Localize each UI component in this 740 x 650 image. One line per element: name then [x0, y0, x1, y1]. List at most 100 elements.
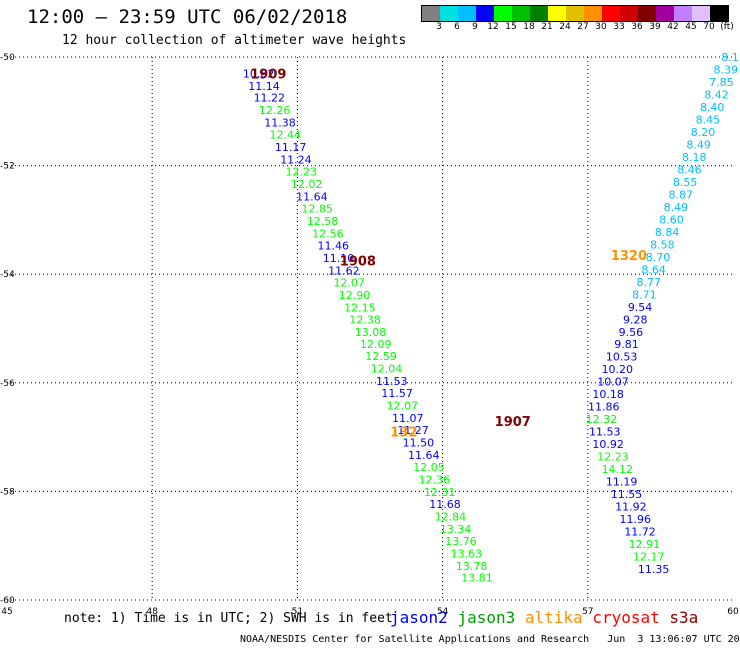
wave-height-point: 12.90 [339, 289, 371, 302]
wave-height-point: 7.85 [709, 76, 734, 89]
satellite-jason3: jason3 [457, 608, 525, 627]
wave-height-point: 10.20 [602, 363, 634, 376]
x-tick-label: 60 [727, 607, 739, 617]
scale-swatch [656, 6, 674, 21]
x-tick-label: 54 [437, 607, 449, 617]
wave-height-point: 12.85 [301, 202, 333, 215]
scale-label: 12 [487, 22, 499, 32]
pass-number-label: 1907 [495, 415, 531, 430]
wave-height-point: 11.07 [392, 412, 424, 425]
wave-height-point: 13.81 [461, 572, 493, 585]
scale-label: 21 [541, 22, 553, 32]
x-tick-label: 57 [582, 607, 593, 617]
wave-height-point: 8.42 [704, 88, 729, 101]
scale-label: (ft) [720, 22, 734, 32]
wave-height-point: 11.53 [589, 426, 621, 439]
scale-swatch [422, 6, 440, 21]
wave-height-point: 12.15 [344, 301, 376, 314]
scale-swatch [494, 6, 512, 21]
wave-height-point: 11.24 [280, 154, 312, 167]
wave-height-point: 12.59 [365, 350, 397, 363]
wave-height-point: 11.14 [248, 80, 280, 93]
wave-height-point: 8.45 [696, 113, 721, 126]
wave-height-point: 13.76 [445, 535, 477, 548]
wave-height-point: 12.09 [360, 338, 392, 351]
wave-height-point: 9.28 [623, 313, 648, 326]
wave-height-point: 12.91 [629, 538, 661, 551]
wave-height-point: 12.44 [270, 129, 302, 142]
wave-height-point: 11.72 [624, 526, 656, 539]
wave-height-point: 11.68 [429, 498, 461, 511]
wave-height-point: 13.08 [355, 326, 387, 339]
scale-label: 45 [685, 22, 697, 32]
scale-swatch [548, 6, 566, 21]
wave-height-point: 12.32 [586, 413, 618, 426]
footer-credit: NOAA/NESDIS Center for Satellite Applica… [240, 634, 740, 645]
wave-height-point: 10.82 [243, 67, 275, 80]
wave-height-point: 13.78 [456, 560, 488, 573]
wave-height-point: 14.12 [602, 463, 634, 476]
scale-label: 15 [505, 22, 517, 32]
wave-height-point: 11.27 [397, 424, 429, 437]
wave-height-point: 8.70 [646, 251, 671, 264]
x-tick-label: 48 [146, 607, 158, 617]
y-tick-label: -58 [0, 487, 15, 497]
wave-height-point: 13.34 [440, 523, 472, 536]
wave-height-point: 8.58 [650, 238, 675, 251]
wave-height-point: 11.53 [376, 375, 408, 388]
y-tick-label: -50 [0, 53, 15, 63]
wave-height-point: 12.07 [387, 400, 419, 413]
wave-height-point: 12.23 [597, 451, 629, 464]
wave-height-point: 12.07 [333, 276, 365, 289]
wave-height-point: 13.63 [451, 547, 483, 560]
wave-height-point: 10.53 [606, 351, 638, 364]
scale-swatch [638, 6, 656, 21]
scale-swatch [566, 6, 584, 21]
scale-label: 39 [649, 22, 661, 32]
satellite-cryosat: cryosat [592, 608, 670, 627]
scale-label: 9 [472, 22, 478, 32]
wave-height-point: 12.31 [424, 486, 456, 499]
scale-swatch [584, 6, 602, 21]
wave-height-point: 11.50 [403, 437, 435, 450]
color-scale-labels: 3 6 9 12 15 18 21 24 27 30 33 36 39 42 45 70 (ft) [421, 22, 740, 34]
wave-height-point: 10.92 [592, 438, 624, 451]
wave-height-point: 11.64 [408, 449, 440, 462]
scale-label: 18 [523, 22, 535, 32]
scale-swatch [602, 6, 620, 21]
scale-swatch [476, 6, 494, 21]
wave-height-point: 11.86 [588, 401, 620, 414]
scale-label: 42 [667, 22, 679, 32]
wave-height-point: 12.26 [259, 104, 291, 117]
wave-height-point: 8.49 [664, 201, 689, 214]
wave-height-point: 11.46 [317, 239, 349, 252]
y-tick-label: -52 [0, 162, 15, 172]
wave-height-point: 8.77 [637, 276, 662, 289]
wave-height-point: 8.71 [632, 288, 657, 301]
scale-swatch [458, 6, 476, 21]
y-tick-label: -60 [0, 596, 15, 606]
scale-label: 30 [595, 22, 607, 32]
wave-height-point: 8.84 [655, 226, 680, 239]
wave-height-point: 11.92 [615, 501, 647, 514]
pass-number-label: 132 [390, 426, 417, 441]
wave-height-point: 11.55 [611, 488, 643, 501]
wave-height-point: 12.04 [371, 363, 403, 376]
satellite-s3a: s3a [669, 608, 699, 627]
wave-height-point: 11.10 [323, 252, 355, 265]
scale-label: 36 [631, 22, 643, 32]
y-tick-label: -54 [0, 270, 15, 280]
grid-lines [7, 56, 733, 601]
wave-height-point: 11.22 [254, 92, 286, 105]
wave-height-point: 11.62 [328, 264, 360, 277]
y-tick-label: -56 [0, 379, 15, 389]
axis-ticks: 45 48 51 54 57 60 -50 -52 -54 -56 -58 -60 [0, 53, 739, 617]
footer-note: note: 1) Time is in UTC; 2) SWH is in fe… [64, 611, 393, 626]
wave-height-point: 11.64 [296, 191, 328, 204]
wave-height-point: 8.64 [641, 263, 666, 276]
wave-height-point: 8.46 [677, 163, 702, 176]
wave-height-point: 12.84 [435, 510, 467, 523]
chart-subtitle: 12 hour collection of altimeter wave hei… [62, 33, 407, 48]
wave-height-point: 11.57 [381, 387, 413, 400]
